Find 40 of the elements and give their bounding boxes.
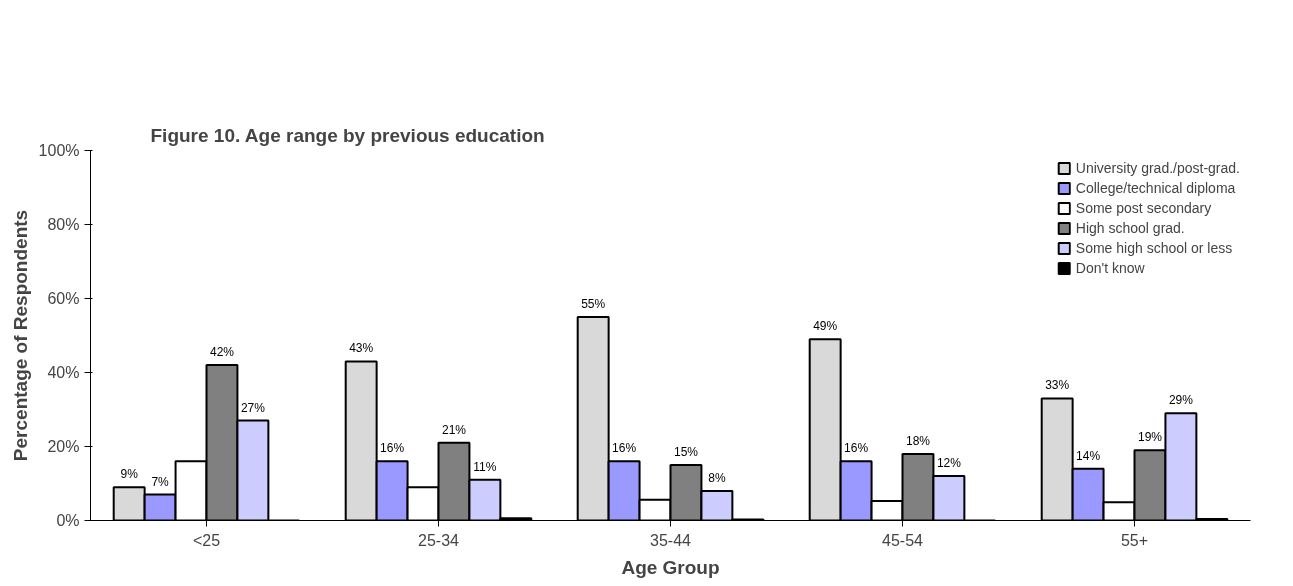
data-label: 14% — [1076, 448, 1101, 463]
data-label: 12% — [936, 456, 962, 471]
y-tick-label: 20% — [47, 438, 80, 455]
data-label: 11% — [473, 459, 497, 474]
y-tick-label: 80% — [47, 216, 80, 233]
legend-label: College/technical diploma — [1075, 180, 1236, 196]
data-label: 19% — [1137, 430, 1163, 445]
data-label: 29% — [1168, 393, 1194, 408]
x-axis-title: Age Group — [621, 556, 720, 578]
data-label: 42% — [209, 345, 235, 360]
x-tick-label: 55+ — [1120, 531, 1149, 549]
legend-label: University grad./post-grad. — [1075, 160, 1240, 176]
x-tick-label: <25 — [192, 531, 221, 549]
data-label: 16% — [844, 441, 869, 456]
data-label: 18% — [905, 433, 931, 448]
x-tick-label: 35-44 — [650, 531, 692, 549]
data-label: 21% — [441, 422, 467, 437]
data-label: 43% — [349, 341, 374, 356]
chart-title: Figure 10. Age range by previous education — [150, 124, 545, 146]
y-tick-label: 100% — [38, 142, 80, 159]
data-label: 33% — [1045, 378, 1070, 393]
legend-label: High school grad. — [1075, 220, 1185, 236]
legend-label: Some high school or less — [1075, 240, 1233, 256]
x-tick-label: 25-34 — [418, 531, 460, 549]
data-label: 49% — [813, 319, 838, 334]
data-label: 8% — [708, 470, 726, 485]
data-label: 15% — [673, 445, 699, 459]
y-tick-label: 60% — [47, 290, 80, 307]
legend-label: Some post secondary — [1075, 200, 1212, 216]
data-label: 16% — [380, 441, 405, 456]
y-axis-title: Percentage of Respondents — [9, 209, 31, 462]
y-tick-label: 40% — [47, 364, 80, 381]
data-label: 16% — [612, 441, 637, 456]
data-label: 27% — [240, 400, 266, 415]
data-label: 7% — [151, 474, 170, 489]
x-tick-label: 45-54 — [882, 531, 924, 549]
data-label: 9% — [120, 467, 139, 482]
y-tick-label: 0% — [56, 512, 80, 529]
legend-label: Don't know — [1075, 260, 1145, 276]
data-label: 55% — [581, 297, 606, 311]
